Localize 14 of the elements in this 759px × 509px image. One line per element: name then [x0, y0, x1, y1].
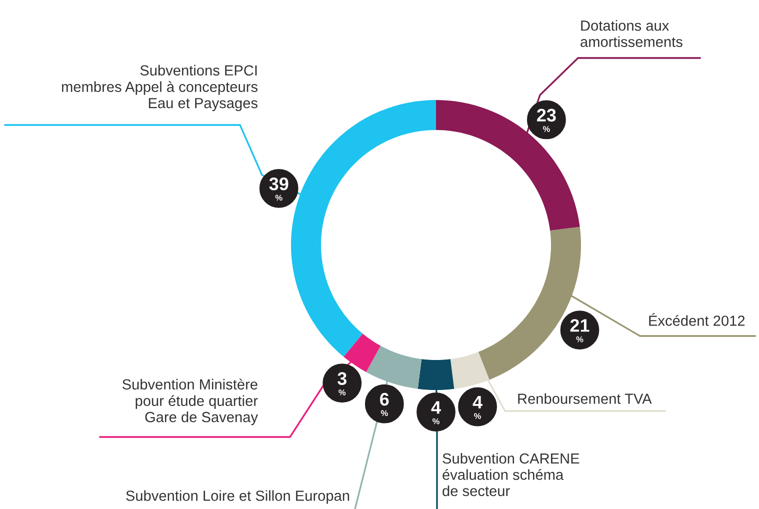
slice-label: Subventions EPCI membres Appel à concepteurs Eau et Paysages — [62, 64, 258, 112]
data-label: 3 % — [338, 372, 346, 396]
slice-label: Subvention Loire et Sillon Europan — [126, 490, 350, 504]
slice-label: Renboursement TVA — [518, 393, 652, 404]
data-label: 39 % — [269, 177, 288, 201]
slice-label: Dotations aux amortissements — [580, 20, 682, 48]
slice-label: Subvention CARENE évaluation schéma de secteur — [442, 452, 580, 496]
data-label: 21 % — [570, 319, 590, 342]
data-label: 4 % — [431, 401, 441, 424]
slice-label: Subvention Ministère pour étude quartier Gare de Savenay — [122, 378, 258, 426]
data-label: 4 % — [472, 396, 482, 419]
slice-label: Éxcédent 2012 — [649, 313, 745, 326]
data-label: 6 % — [380, 392, 389, 416]
data-label: 23 % — [537, 108, 556, 132]
